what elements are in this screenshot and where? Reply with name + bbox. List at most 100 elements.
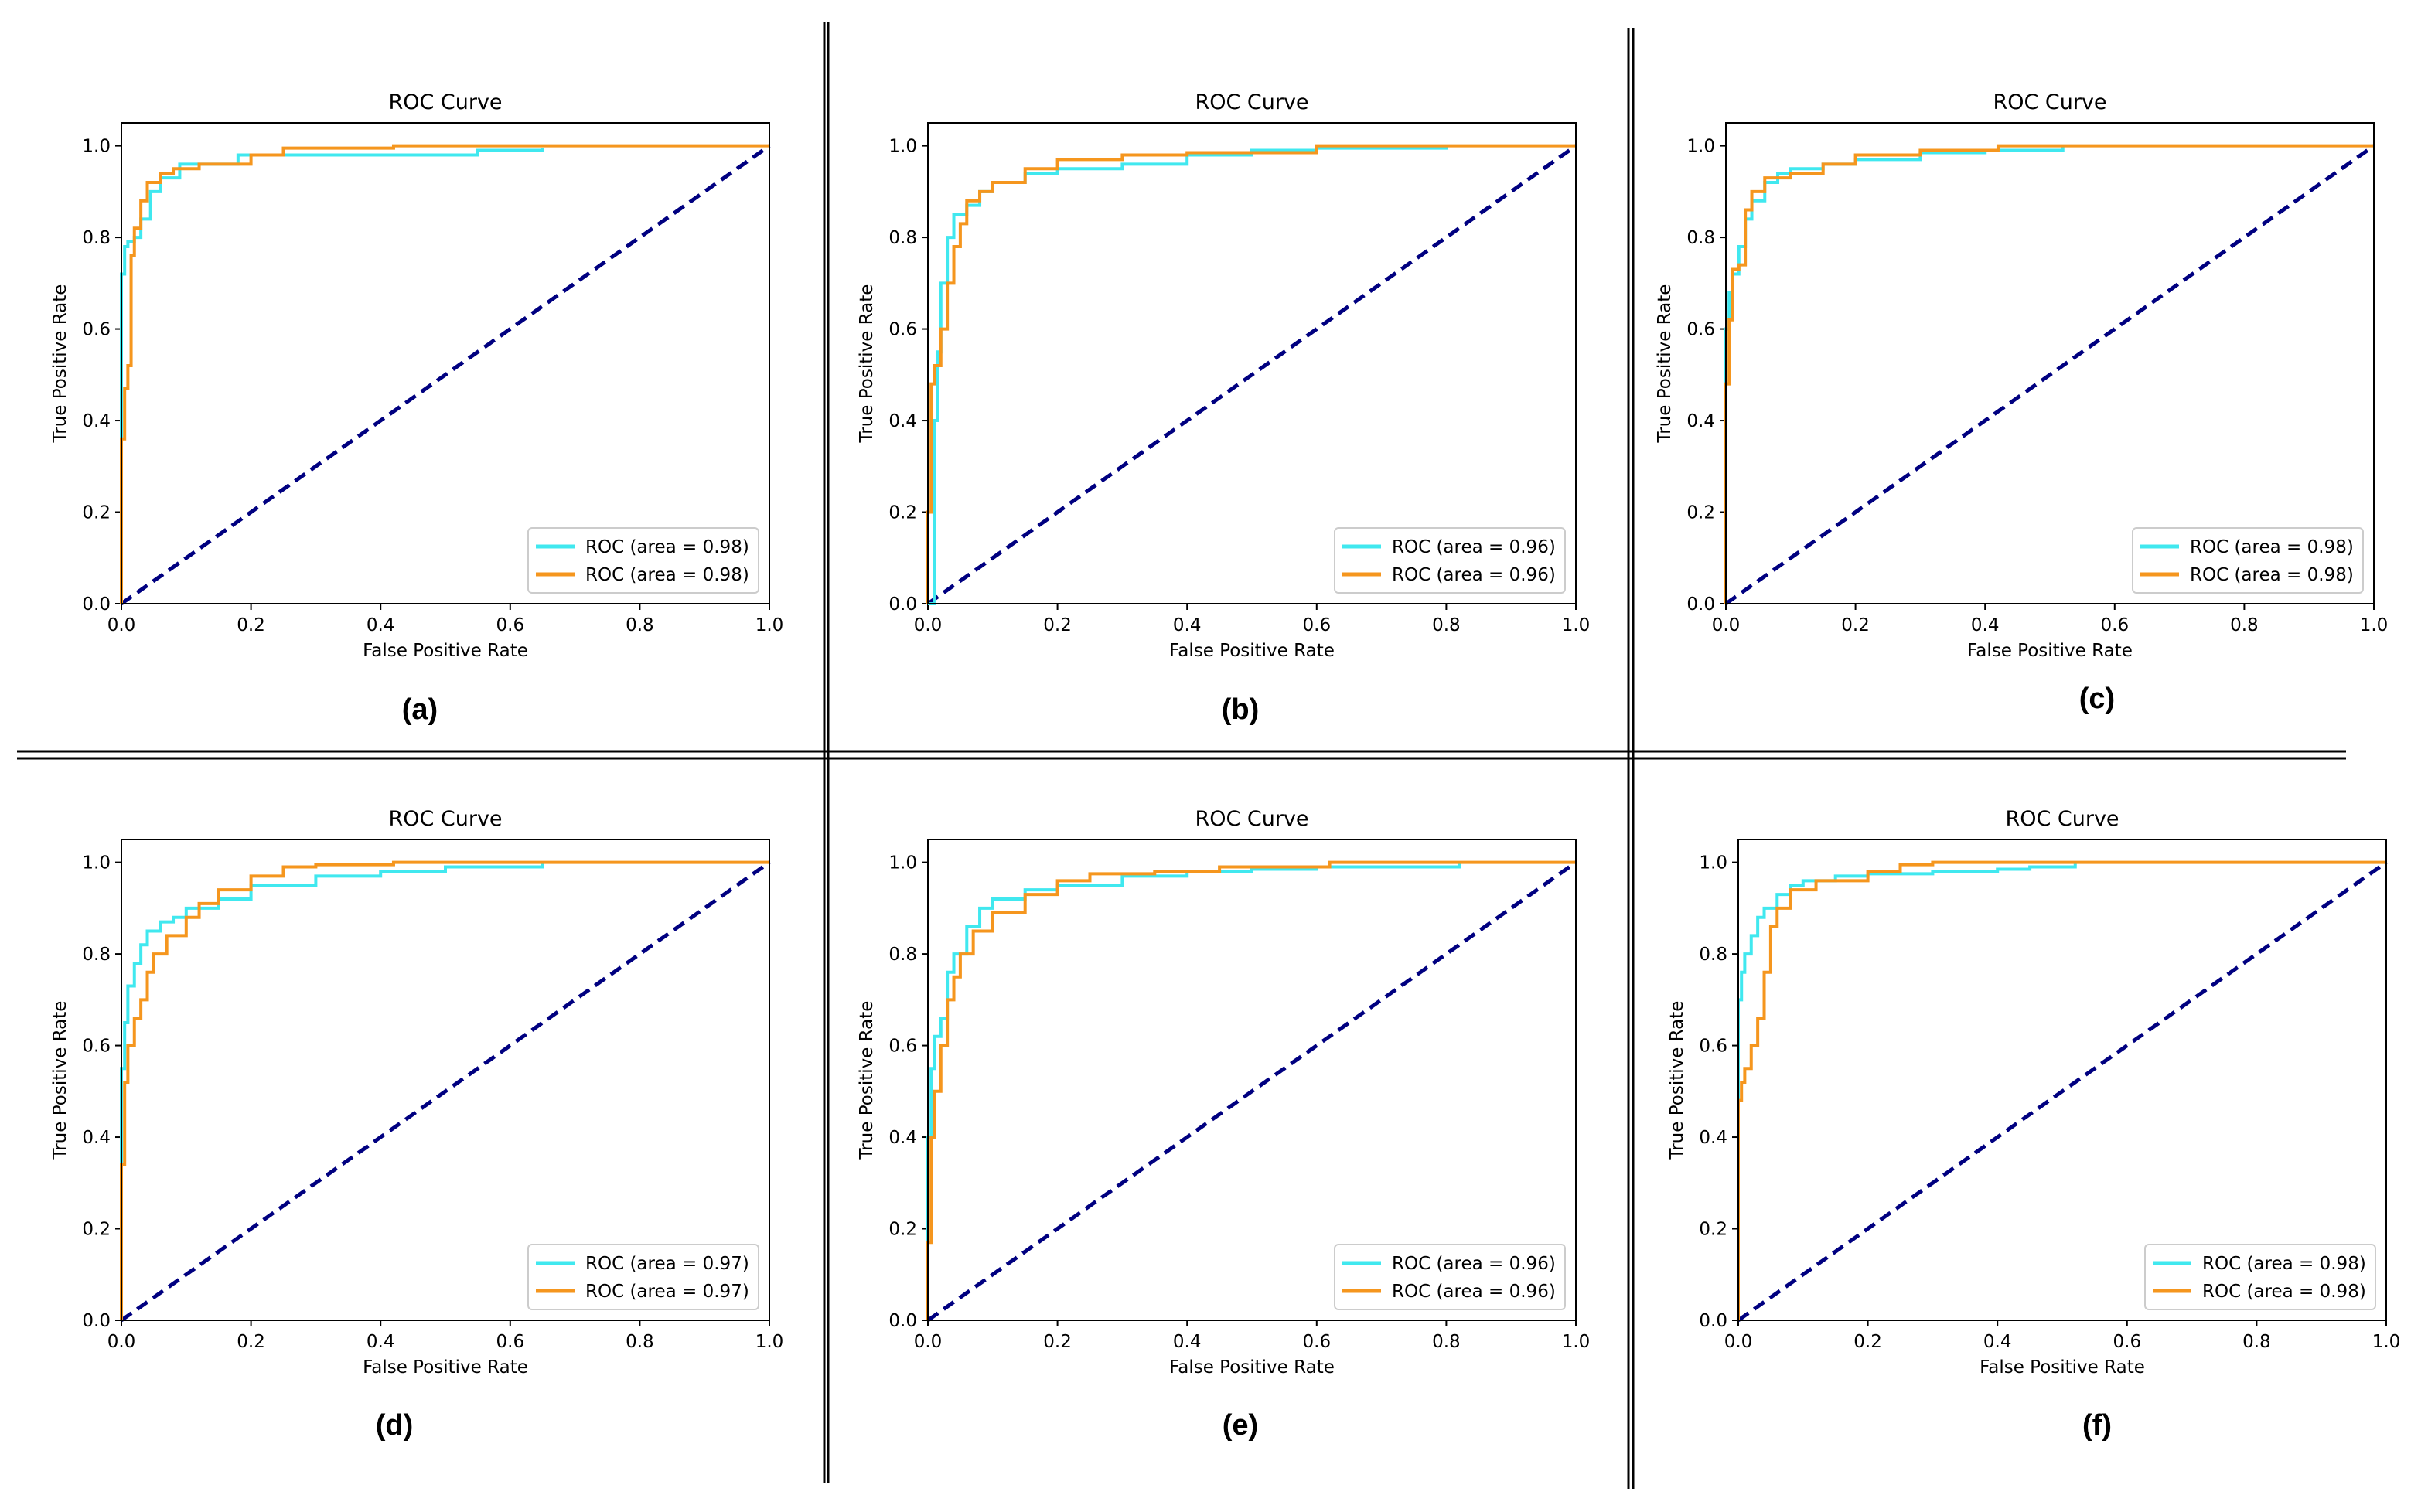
roc-series-line bbox=[926, 860, 1576, 1320]
panels-container: ROC Curve 0.0 0.2 0.4 0.6 0.8 1.0 0.0 0.2 0.4 0.6 0… bbox=[50, 90, 2400, 1442]
legend-box bbox=[1334, 1244, 1566, 1310]
chart-title: ROC Curve bbox=[388, 90, 502, 114]
chance-diagonal-line bbox=[120, 860, 771, 1323]
x-tick-label: 0.6 bbox=[1303, 615, 1332, 635]
legend: ROC (area = 0.96) ROC (area = 0.96) bbox=[1334, 1244, 1566, 1310]
x-tick-label: 0.4 bbox=[1983, 1332, 2012, 1352]
y-tick-label: 0.8 bbox=[888, 945, 917, 965]
roc-series-line bbox=[120, 148, 544, 604]
panel-label: (e) bbox=[1223, 1409, 1258, 1442]
y-tick-label: 0.4 bbox=[888, 411, 917, 431]
x-tick-label: 0.4 bbox=[1173, 615, 1202, 635]
roc-series-line bbox=[1724, 145, 2065, 604]
x-axis-label: False Positive Rate bbox=[1967, 641, 2133, 661]
y-tick-label: 0.0 bbox=[1699, 1311, 1727, 1331]
roc-series-line bbox=[1737, 860, 2386, 1320]
roc-panel: ROC Curve 0.0 0.2 0.4 0.6 0.8 1.0 0.0 0.2 0.4 0.6 0… bbox=[857, 90, 1590, 726]
x-tick-label: 0.8 bbox=[1432, 615, 1461, 635]
plot-frame bbox=[121, 839, 770, 1321]
y-tick-label: 0.0 bbox=[82, 1311, 111, 1331]
x-tick-label: 0.4 bbox=[367, 615, 395, 635]
y-tick-label: 0.2 bbox=[1699, 1220, 1727, 1240]
legend-entry-label: ROC (area = 0.98) bbox=[2190, 565, 2354, 585]
y-tick-label: 1.0 bbox=[1699, 853, 1727, 873]
plot-frame bbox=[121, 122, 770, 604]
legend-entry-label: ROC (area = 0.97) bbox=[585, 1282, 749, 1302]
x-tick-label: 0.6 bbox=[496, 615, 525, 635]
y-tick-label: 0.2 bbox=[1686, 503, 1715, 523]
y-tick-label: 0.6 bbox=[1686, 320, 1715, 340]
x-tick-label: 1.0 bbox=[755, 1332, 784, 1352]
legend-entry-label: ROC (area = 0.97) bbox=[585, 1254, 749, 1274]
x-tick-label: 0.2 bbox=[1043, 1332, 1072, 1352]
roc-panel: ROC Curve 0.0 0.2 0.4 0.6 0.8 1.0 0.0 0.2 0.4 0.6 0… bbox=[857, 807, 1590, 1442]
y-tick-label: 1.0 bbox=[888, 137, 917, 157]
x-tick-label: 0.0 bbox=[1712, 615, 1741, 635]
x-tick-label: 0.8 bbox=[2230, 615, 2259, 635]
panel-separators bbox=[17, 22, 2346, 1489]
x-tick-label: 0.0 bbox=[107, 615, 136, 635]
legend-box bbox=[2132, 527, 2364, 594]
y-tick-label: 0.0 bbox=[888, 594, 917, 615]
x-tick-label: 0.4 bbox=[367, 1332, 395, 1352]
roc-series-line bbox=[120, 144, 769, 604]
x-tick-label: 1.0 bbox=[1562, 1332, 1591, 1352]
chart-title: ROC Curve bbox=[1993, 90, 2106, 114]
roc-series-line bbox=[120, 860, 769, 1320]
legend-entry-label: ROC (area = 0.98) bbox=[2202, 1282, 2366, 1302]
x-tick-label: 1.0 bbox=[755, 615, 784, 635]
x-tick-label: 0.2 bbox=[1853, 1332, 1882, 1352]
chart-title: ROC Curve bbox=[1195, 90, 1308, 114]
y-tick-label: 0.2 bbox=[888, 503, 917, 523]
x-tick-label: 0.8 bbox=[1432, 1332, 1461, 1352]
y-tick-label: 0.6 bbox=[82, 1037, 111, 1057]
plot-frame bbox=[927, 839, 1577, 1321]
legend-entry-label: ROC (area = 0.98) bbox=[585, 537, 749, 557]
panel-label: (d) bbox=[376, 1409, 414, 1442]
x-axis-label: False Positive Rate bbox=[1169, 641, 1335, 661]
y-tick-label: 0.4 bbox=[1686, 411, 1715, 431]
y-axis-label: True Positive Rate bbox=[857, 1001, 877, 1160]
legend-entry-label: ROC (area = 0.96) bbox=[1392, 1282, 1556, 1302]
y-tick-label: 0.6 bbox=[888, 1037, 917, 1057]
panel-label: (a) bbox=[402, 693, 438, 726]
x-tick-label: 0.0 bbox=[107, 1332, 136, 1352]
roc-series-line bbox=[926, 862, 1461, 1320]
y-axis-label: True Positive Rate bbox=[1667, 1001, 1687, 1160]
y-axis-label: True Positive Rate bbox=[857, 284, 877, 444]
y-tick-label: 1.0 bbox=[82, 853, 111, 873]
x-tick-label: 0.6 bbox=[1303, 1332, 1332, 1352]
legend: ROC (area = 0.98) ROC (area = 0.98) bbox=[527, 527, 759, 594]
chart-title: ROC Curve bbox=[388, 807, 502, 831]
x-tick-label: 0.0 bbox=[914, 1332, 943, 1352]
x-tick-label: 0.2 bbox=[1043, 615, 1072, 635]
legend: ROC (area = 0.97) ROC (area = 0.97) bbox=[527, 1244, 759, 1310]
y-axis-label: True Positive Rate bbox=[50, 1001, 70, 1160]
y-tick-label: 0.6 bbox=[1699, 1037, 1727, 1057]
chance-diagonal-line bbox=[1724, 144, 2375, 606]
plot-frame bbox=[1725, 122, 2375, 604]
legend-box bbox=[1334, 527, 1566, 594]
x-tick-label: 0.6 bbox=[496, 1332, 525, 1352]
x-tick-label: 0.2 bbox=[1841, 615, 1870, 635]
legend-entry-label: ROC (area = 0.96) bbox=[1392, 565, 1556, 585]
roc-series-line bbox=[1737, 862, 2077, 1320]
y-axis-label: True Positive Rate bbox=[50, 284, 70, 444]
x-tick-label: 0.2 bbox=[237, 615, 265, 635]
chance-diagonal-line bbox=[1737, 860, 2388, 1323]
legend-box bbox=[527, 1244, 759, 1310]
x-tick-label: 0.0 bbox=[1724, 1332, 1753, 1352]
legend: ROC (area = 0.96) ROC (area = 0.96) bbox=[1334, 527, 1566, 594]
panel-label: (b) bbox=[1222, 693, 1260, 726]
x-tick-label: 0.2 bbox=[237, 1332, 265, 1352]
panel-label: (f) bbox=[2082, 1409, 2112, 1442]
x-tick-label: 0.8 bbox=[626, 1332, 654, 1352]
plot-frame bbox=[1737, 839, 2387, 1321]
x-tick-label: 0.4 bbox=[1971, 615, 2000, 635]
y-tick-label: 0.6 bbox=[888, 320, 917, 340]
x-axis-label: False Positive Rate bbox=[1169, 1357, 1335, 1377]
y-tick-label: 0.0 bbox=[888, 1311, 917, 1331]
plot-frame bbox=[927, 122, 1577, 604]
panel-label: (c) bbox=[2079, 683, 2115, 715]
